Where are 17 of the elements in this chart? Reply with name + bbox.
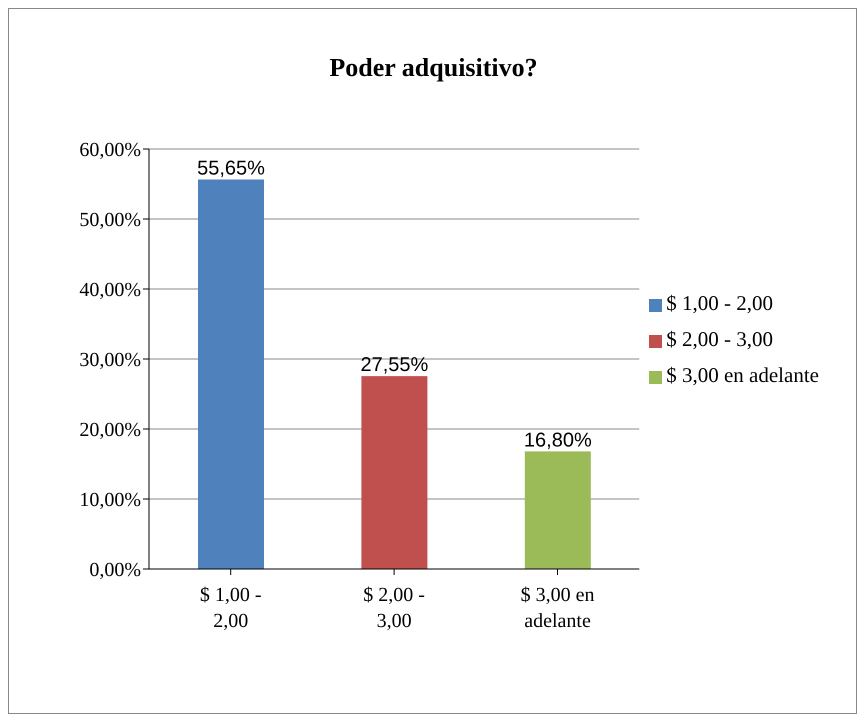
data-label: 27,55% <box>360 354 429 376</box>
legend-label: $ 2,00 - 3,00 <box>666 327 773 351</box>
data-label: 55,65% <box>197 157 266 180</box>
y-tick-label: 30,00% <box>79 349 141 372</box>
y-tick-label: 20,00% <box>79 419 141 442</box>
x-tick-label: $ 2,00 - 3,00 <box>363 584 425 632</box>
x-tick-label: $ 1,00 - 2,00 <box>200 584 262 632</box>
data-label: 16,80% <box>524 429 592 452</box>
y-tick-label: 50,00% <box>79 209 141 232</box>
y-tick-label: 10,00% <box>79 489 141 512</box>
y-tick-label: 60,00% <box>79 139 141 162</box>
chart-title: Poder adquisitivo? <box>328 53 539 83</box>
legend-label: $ 3,00 en adelante <box>666 363 819 387</box>
y-tick-label: 0,00% <box>89 559 141 582</box>
x-tick-label: $ 3,00 en adelante <box>520 584 594 632</box>
legend-label: $ 1,00 - 2,00 <box>666 291 773 315</box>
y-tick-label: 40,00% <box>79 279 141 302</box>
